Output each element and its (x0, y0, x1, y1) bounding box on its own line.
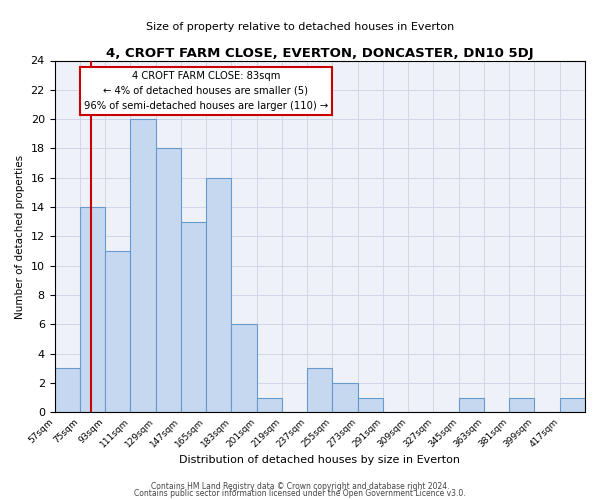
Bar (155, 148, 181, 412)
Bar (560, 398, 585, 412)
Text: Contains HM Land Registry data © Crown copyright and database right 2024.: Contains HM Land Registry data © Crown c… (151, 482, 449, 491)
Bar (358, 398, 383, 412)
Title: 4, CROFT FARM CLOSE, EVERTON, DONCASTER, DN10 5DJ: 4, CROFT FARM CLOSE, EVERTON, DONCASTER,… (106, 48, 533, 60)
Text: Contains public sector information licensed under the Open Government Licence v3: Contains public sector information licen… (134, 489, 466, 498)
Bar (105, 251, 130, 412)
Bar (206, 178, 232, 412)
Bar (181, 222, 206, 412)
Bar (509, 398, 535, 412)
Bar (130, 119, 155, 412)
Bar (232, 324, 257, 412)
Y-axis label: Number of detached properties: Number of detached properties (15, 154, 25, 318)
X-axis label: Distribution of detached houses by size in Everton: Distribution of detached houses by size … (179, 455, 460, 465)
Bar (55, 368, 80, 412)
Bar (458, 398, 484, 412)
Bar (332, 383, 358, 412)
Bar (257, 398, 282, 412)
Text: 4 CROFT FARM CLOSE: 83sqm
← 4% of detached houses are smaller (5)
96% of semi-de: 4 CROFT FARM CLOSE: 83sqm ← 4% of detach… (83, 71, 328, 110)
Bar (307, 368, 332, 412)
Text: Size of property relative to detached houses in Everton: Size of property relative to detached ho… (146, 22, 454, 32)
Bar (80, 207, 105, 412)
